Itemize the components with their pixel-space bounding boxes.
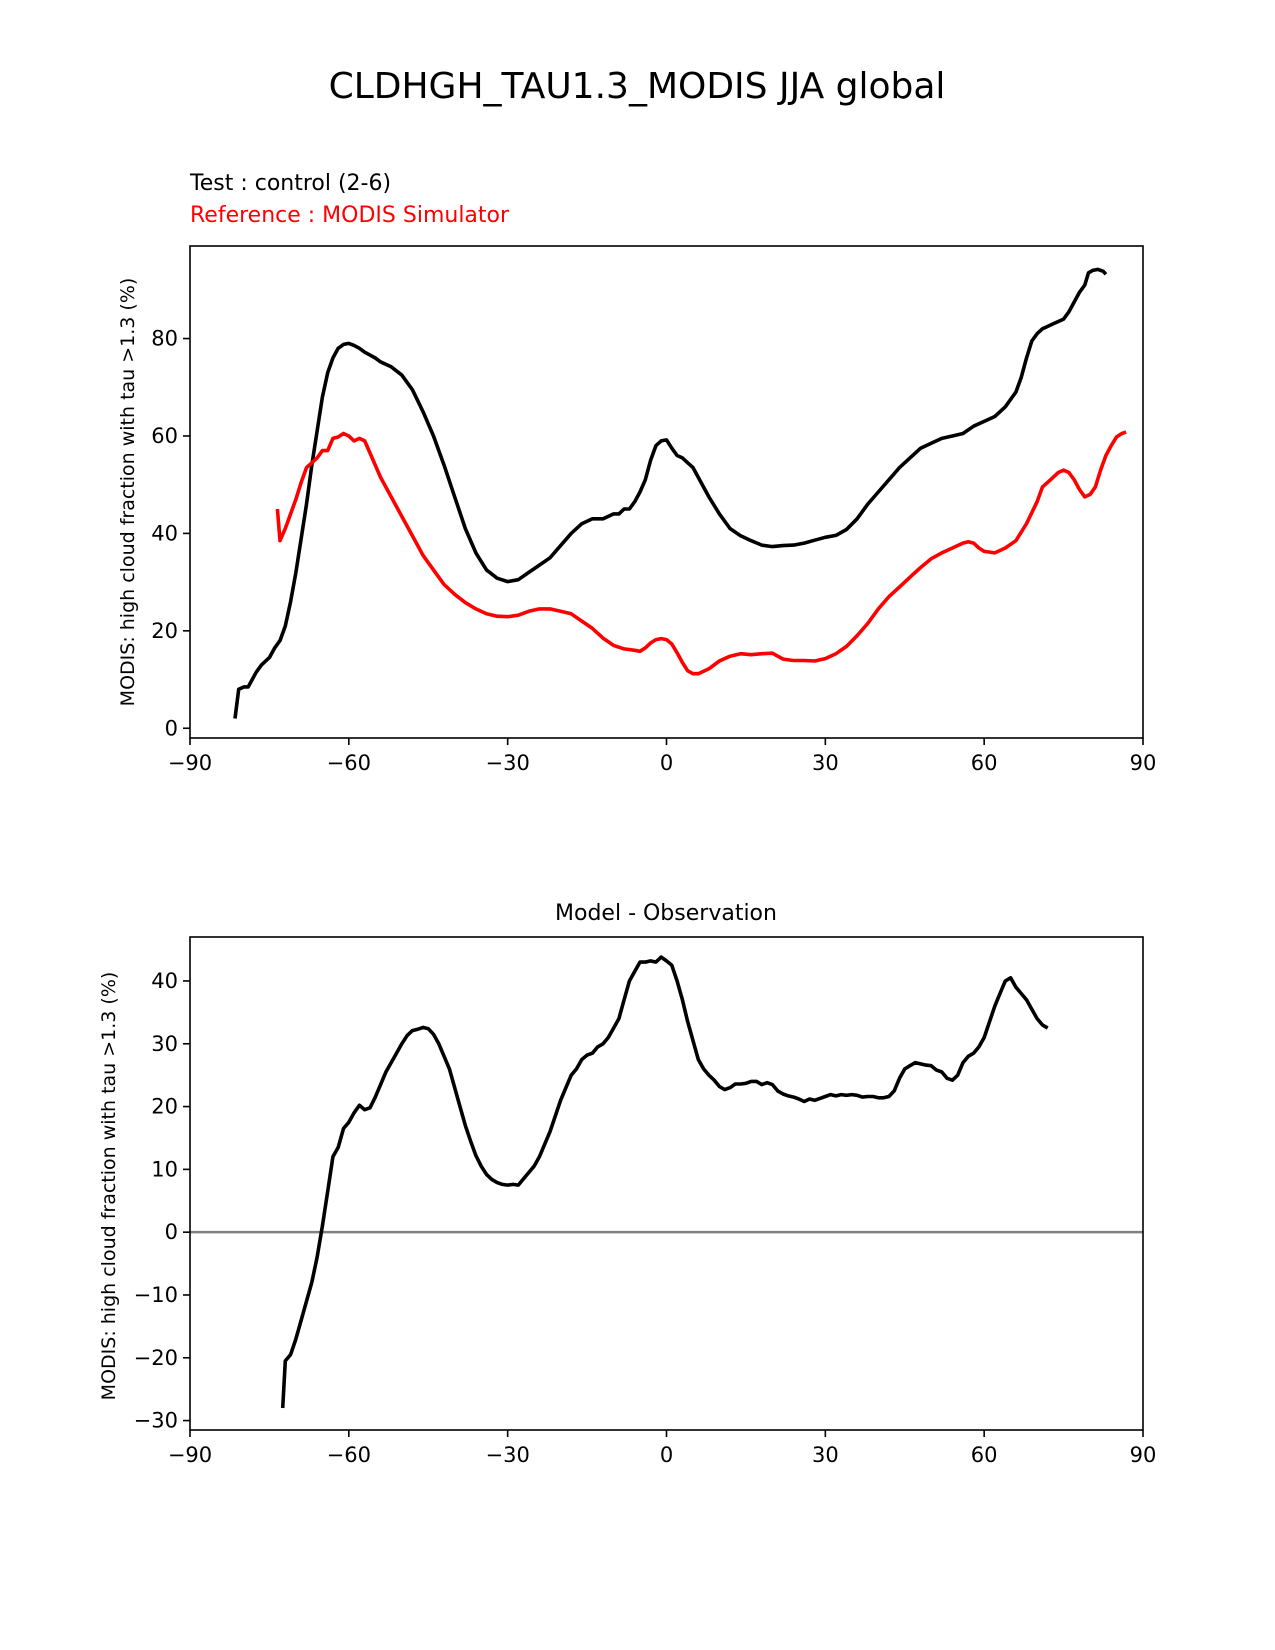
top-series-line-1 bbox=[233, 267, 1108, 719]
top-x-tick-label: −90 bbox=[168, 751, 212, 775]
bottom-y-tick-label: −30 bbox=[134, 1409, 178, 1433]
bottom-y-tick-label: −20 bbox=[134, 1346, 178, 1370]
bottom-y-tick-label: 20 bbox=[151, 1095, 178, 1119]
top-x-tick-label: −30 bbox=[486, 751, 530, 775]
top-y-tick-label: 40 bbox=[151, 521, 178, 545]
top-panel: Test : control (2-6) Reference : MODIS S… bbox=[117, 171, 1156, 775]
bottom-x-tick-label: 90 bbox=[1130, 1443, 1157, 1467]
top-x-tick-label: −60 bbox=[327, 751, 371, 775]
bottom-x-tick-label: −90 bbox=[168, 1443, 212, 1467]
top-x-tick-label: 60 bbox=[971, 751, 998, 775]
top-plot-area: −90 −60 −30 0 30 60 90 0 20 40 60 80 bbox=[151, 245, 1157, 775]
bottom-panel: Model - Observation MODIS: high cloud fr… bbox=[98, 901, 1156, 1467]
bottom-plot-area: −90 −60 −30 0 30 60 90 −30 −20 −10 0 10 20 30 40 bbox=[134, 936, 1157, 1467]
top-y-tick-label: 60 bbox=[151, 424, 178, 448]
figure-title: CLDHGH_TAU1.3_MODIS JJA global bbox=[329, 66, 946, 107]
top-y-tick-label: 80 bbox=[151, 327, 178, 351]
bottom-y-tick-label: −10 bbox=[134, 1283, 178, 1307]
top-series-line-2 bbox=[275, 430, 1127, 676]
bottom-title: Model - Observation bbox=[555, 901, 777, 926]
test-label: Test : control (2-6) bbox=[189, 171, 391, 196]
top-x-tick-label: 30 bbox=[812, 751, 839, 775]
top-axes-frame bbox=[189, 245, 1144, 739]
bottom-series-line-1 bbox=[280, 955, 1049, 1409]
bottom-y-tick-label: 30 bbox=[151, 1032, 178, 1056]
bottom-ylabel: MODIS: high cloud fraction with tau >1.3… bbox=[98, 972, 120, 1401]
top-y-tick-label: 20 bbox=[151, 619, 178, 643]
bottom-y-tick-label: 10 bbox=[151, 1157, 178, 1181]
bottom-y-tick-label: 40 bbox=[151, 969, 178, 993]
top-ylabel: MODIS: high cloud fraction with tau >1.3… bbox=[117, 278, 139, 707]
bottom-y-tick-label: 0 bbox=[165, 1220, 178, 1244]
bottom-x-tick-label: 0 bbox=[660, 1443, 673, 1467]
top-x-tick-label: 0 bbox=[660, 751, 673, 775]
bottom-x-tick-label: 60 bbox=[971, 1443, 998, 1467]
top-y-tick-label: 0 bbox=[165, 716, 178, 740]
bottom-x-tick-label: 30 bbox=[812, 1443, 839, 1467]
top-x-tick-label: 90 bbox=[1130, 751, 1157, 775]
bottom-x-tick-label: −60 bbox=[327, 1443, 371, 1467]
bottom-axes-frame bbox=[189, 936, 1144, 1431]
reference-label: Reference : MODIS Simulator bbox=[190, 203, 510, 228]
bottom-x-tick-label: −30 bbox=[486, 1443, 530, 1467]
